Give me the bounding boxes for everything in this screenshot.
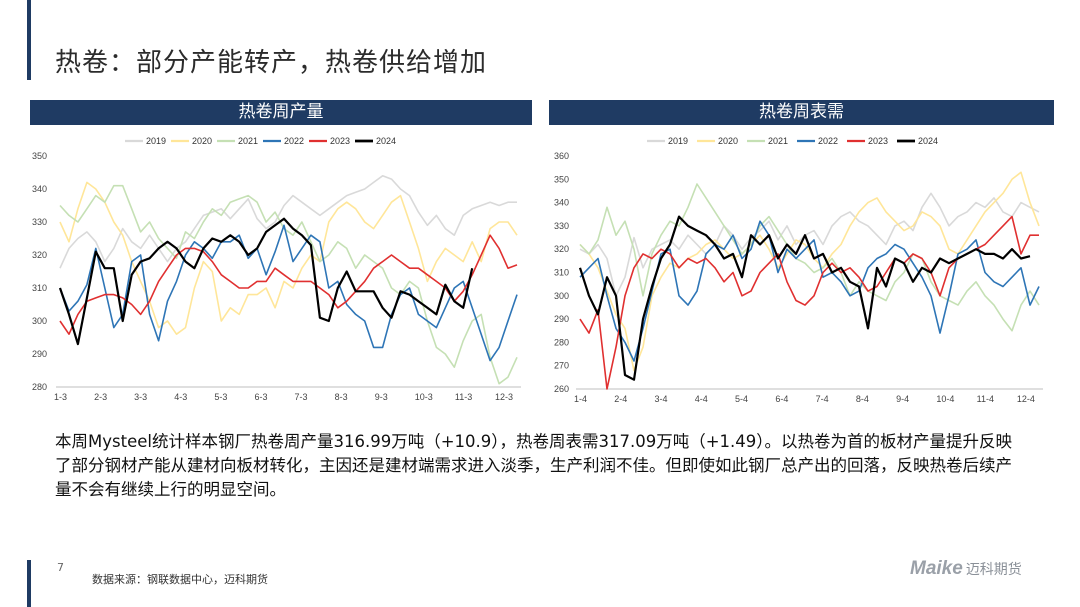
x-tick-label: 9-3 [375,392,388,402]
page-number: 7 [57,561,64,574]
y-tick-label: 270 [554,361,569,371]
x-tick-label: 7-3 [295,392,308,402]
logo-brand: Maike [910,558,963,579]
series-line-2022 [579,220,1040,362]
legend-label-2024: 2024 [376,136,396,146]
x-tick-label: 9-4 [896,394,909,404]
x-tick-label: 4-3 [174,392,187,402]
x-tick-label: 12-4 [1017,394,1035,404]
x-tick-label: 6-4 [775,394,788,404]
accent-bar-top [27,0,31,80]
y-tick-label: 350 [32,151,47,161]
x-tick-label: 2-3 [94,392,107,402]
y-tick-label: 320 [554,244,569,254]
series-line-2023 [59,234,518,335]
legend-label-2021: 2021 [238,136,258,146]
x-tick-label: 3-3 [134,392,147,402]
chart-panel-production: 热卷周产量 2019 2020 2021 2022 2023 2024 280 290 300 3… [30,100,532,410]
y-tick-label: 310 [554,268,569,278]
x-tick-label: 2-4 [614,394,627,404]
y-tick-label: 260 [554,384,569,394]
chart-title: 热卷周产量 [30,100,532,125]
x-tick-label: 1-3 [54,392,67,402]
x-tick-label: 12-3 [495,392,513,402]
chart-title: 热卷周表需 [549,100,1054,125]
series-line-2019 [59,174,517,269]
y-tick-label: 280 [32,382,47,392]
legend-label-2020: 2020 [192,136,212,146]
y-tick-label: 350 [554,174,569,184]
accent-bar-bottom [27,560,31,607]
y-tick-label: 290 [554,314,569,324]
chart-panel-demand: 热卷周表需 2019 2020 2021 2022 2023 2024 260 270 280 2… [549,100,1054,410]
chart-demand: 2019 2020 2021 2022 2023 2024 260 270 280 290 300 3… [554,136,1043,404]
data-source: 数据来源：钢联数据中心，迈科期货 [92,573,268,586]
y-tick-label: 300 [554,291,569,301]
series-line-2021 [579,183,1040,332]
legend-label-2020: 2020 [718,136,738,146]
analysis-paragraph: 本周Mysteel统计样本钢厂热卷周产量316.99万吨（+10.9），热卷周表… [55,432,1013,499]
page-title: 热卷：部分产能转产，热卷供给增加 [55,48,488,78]
x-tick-label: 5-3 [214,392,227,402]
y-tick-label: 340 [32,184,47,194]
legend-label-2019: 2019 [146,136,166,146]
series-line-2024 [58,217,474,346]
x-tick-label: 4-4 [695,394,708,404]
y-tick-label: 360 [554,151,569,161]
x-tick-label: 1-4 [574,394,587,404]
legend-label-2021: 2021 [768,136,788,146]
y-tick-label: 310 [32,283,47,293]
company-logo: Maike 迈科期货 [910,558,1022,580]
legend-label-2019: 2019 [668,136,688,146]
y-tick-label: 320 [32,250,47,260]
legend-label-2023: 2023 [330,136,350,146]
x-tick-label: 11-4 [977,394,994,404]
y-tick-label: 330 [32,217,47,227]
series-line-2020 [579,171,1040,372]
x-tick-label: 8-3 [335,392,348,402]
chart-production: 2019 2020 2021 2022 2023 2024 280 290 300 310 320 3… [32,136,521,402]
legend-label-2024: 2024 [918,136,938,146]
series-line-2021 [59,184,518,385]
x-tick-label: 3-4 [655,394,668,404]
y-tick-label: 340 [554,198,569,208]
x-tick-label: 11-3 [455,392,472,402]
y-tick-label: 330 [554,221,569,231]
legend-label-2023: 2023 [868,136,888,146]
x-tick-label: 10-3 [415,392,433,402]
legend-label-2022: 2022 [284,136,304,146]
y-tick-label: 300 [32,316,47,326]
x-tick-label: 6-3 [254,392,267,402]
series-line-2024 [578,215,1031,381]
x-tick-label: 5-4 [735,394,748,404]
x-tick-label: 10-4 [936,394,954,404]
series-line-2019 [579,192,1040,297]
x-tick-label: 8-4 [856,394,869,404]
legend-label-2022: 2022 [818,136,838,146]
logo-company-name: 迈科期货 [965,562,1022,578]
x-tick-label: 7-4 [816,394,829,404]
series-line-2020 [59,181,518,335]
series-line-2022 [59,224,518,362]
y-tick-label: 290 [32,349,47,359]
y-tick-label: 280 [554,337,569,347]
